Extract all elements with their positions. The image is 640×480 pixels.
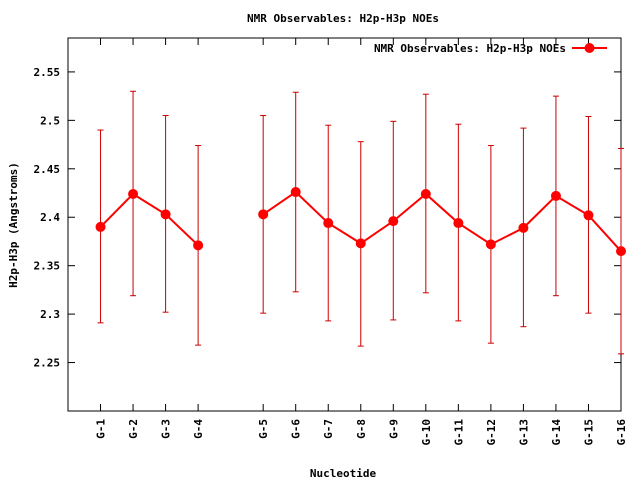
data-point — [258, 209, 269, 220]
x-tick-label: G-10 — [420, 419, 433, 446]
data-point — [616, 246, 626, 257]
x-tick-label: G-9 — [387, 419, 400, 439]
data-point — [95, 221, 106, 232]
data-point — [193, 240, 204, 251]
data-point — [518, 222, 529, 233]
x-tick-label: G-11 — [452, 419, 465, 446]
series-line — [99, 192, 199, 247]
y-tick-label: 2.4 — [40, 211, 60, 224]
data-point — [453, 218, 464, 229]
chart-title: NMR Observables: H2p-H3p NOEs — [247, 12, 439, 25]
data-point — [420, 188, 431, 199]
axes: 2.25 2.3 2.35 2.4 2.45 2.5 2.55 G-1 G-2 G-3 G-4 G-5… — [34, 38, 628, 446]
y-tick-label: 2.3 — [40, 308, 60, 321]
data-point — [388, 216, 399, 227]
legend-marker — [584, 43, 595, 53]
x-tick-label: G-6 — [290, 419, 303, 439]
data-point — [128, 188, 139, 199]
x-axis-label: Nucleotide — [310, 467, 377, 480]
data-point — [160, 209, 171, 220]
series-lines — [99, 190, 622, 252]
x-tick-label: G-16 — [615, 419, 628, 446]
data-point — [355, 238, 366, 249]
x-tick-label: G-7 — [322, 419, 335, 439]
x-tick-label: G-1 — [95, 419, 108, 439]
data-point — [290, 187, 301, 198]
y-tick-label: 2.35 — [34, 260, 61, 273]
y-tick-label: 2.45 — [34, 163, 61, 176]
y-axis-label: H2p-H3p (Angstroms) — [7, 162, 20, 288]
y-tick-label: 2.5 — [40, 114, 60, 127]
data-points — [95, 187, 626, 257]
y-tick-label: 2.25 — [34, 357, 61, 370]
x-tick-label: G-13 — [517, 419, 530, 446]
x-tick-label: G-4 — [192, 419, 205, 439]
data-point — [550, 190, 561, 201]
legend-label: NMR Observables: H2p-H3p NOEs — [374, 42, 566, 55]
x-tick-label: G-8 — [355, 419, 368, 439]
x-tick-label: G-2 — [127, 419, 140, 439]
data-point — [583, 210, 594, 221]
x-tick-label: G-5 — [257, 419, 270, 439]
y-tick-label: 2.55 — [34, 66, 61, 79]
error-bars — [97, 90, 624, 355]
series-line — [262, 190, 622, 252]
x-tick-label: G-12 — [485, 419, 498, 446]
data-point — [485, 239, 496, 250]
plot-area-border — [67, 37, 622, 412]
x-tick-label: G-15 — [582, 419, 595, 446]
x-tick-label: G-14 — [550, 419, 563, 446]
legend: NMR Observables: H2p-H3p NOEs — [374, 42, 607, 55]
x-tick-label: G-3 — [160, 419, 173, 439]
data-point — [323, 218, 334, 229]
